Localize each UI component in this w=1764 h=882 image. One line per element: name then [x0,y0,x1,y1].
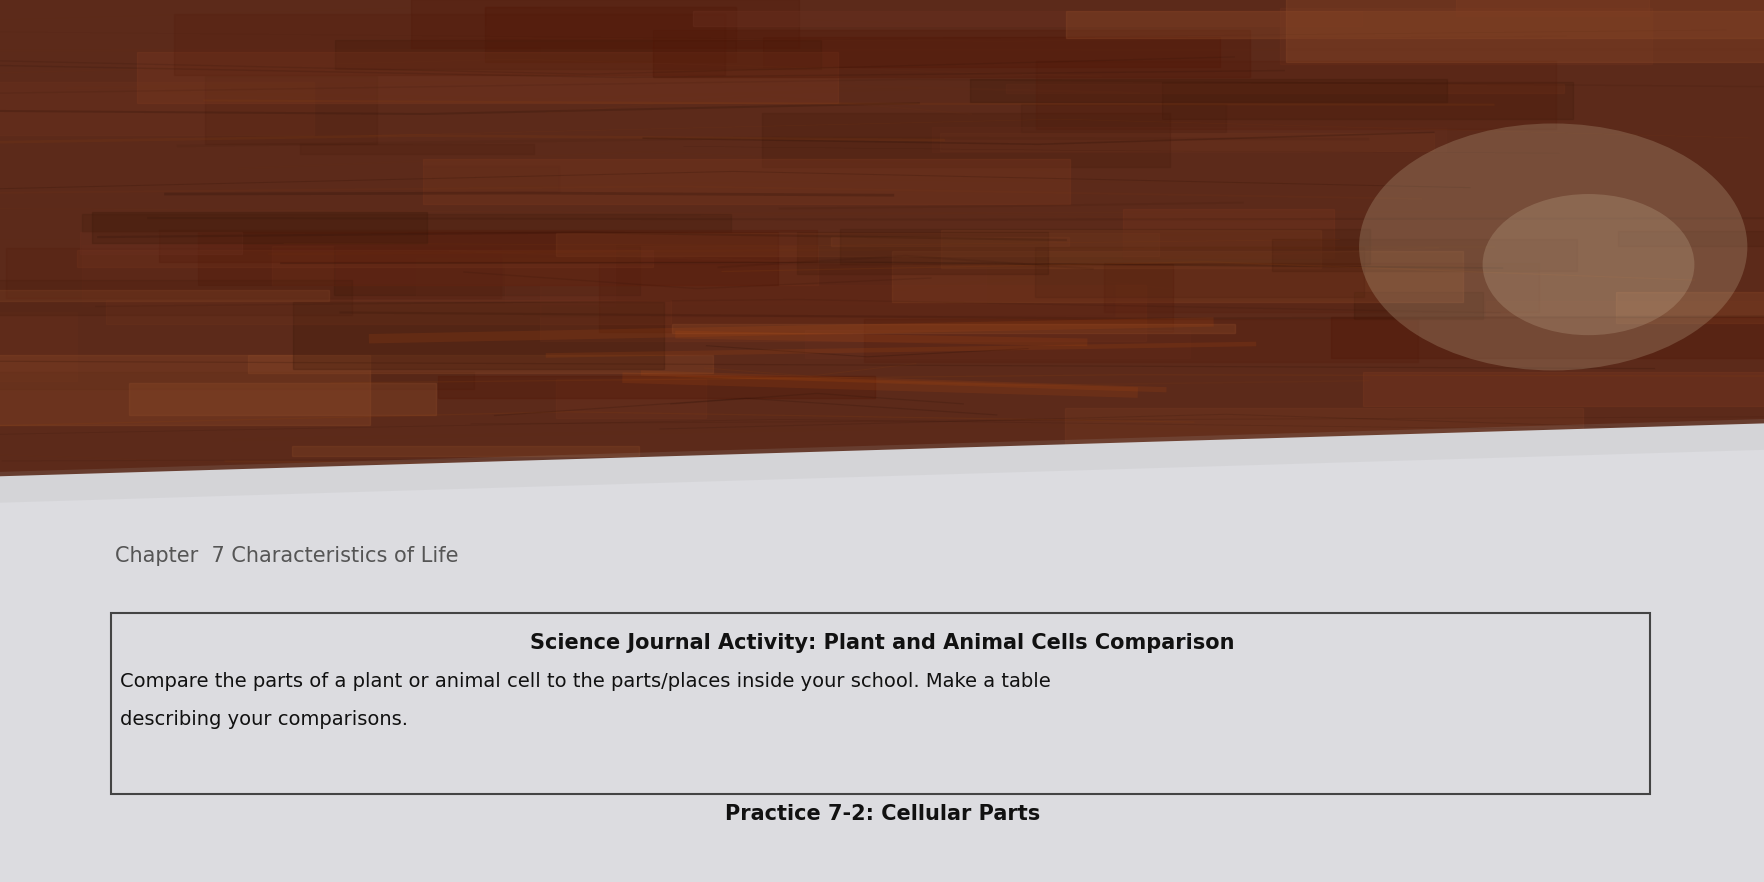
Bar [483,465,993,504]
Ellipse shape [1482,194,1693,335]
Bar [540,1,841,54]
Bar [1485,302,1764,318]
Bar [173,14,725,75]
Bar [672,325,1235,333]
Bar [0,290,328,302]
FancyBboxPatch shape [111,613,1649,794]
Bar [335,41,820,70]
Text: Science Journal Activity: Plant and Animal Cells Comparison: Science Journal Activity: Plant and Anim… [529,633,1235,654]
Bar [423,159,1069,205]
Bar [0,371,475,389]
Text: Practice 7-2: Cellular Parts: Practice 7-2: Cellular Parts [725,804,1039,825]
Bar [437,376,875,398]
Bar [411,0,799,48]
Bar [938,133,1432,151]
Bar [1362,372,1764,406]
Bar [1102,263,1538,311]
Bar [1286,0,1764,62]
Bar [1378,456,1471,488]
Bar [21,26,640,60]
Bar [416,258,1113,316]
Bar [1034,247,1364,296]
Bar [556,379,706,418]
Text: describing your comparisons.: describing your comparisons. [120,710,407,729]
Bar [540,285,1145,341]
Bar [931,127,1445,153]
Bar [1065,408,1582,472]
Bar [1065,11,1764,38]
Bar [92,212,427,243]
Bar [0,1,282,44]
Bar [840,229,1369,264]
Bar [831,236,1067,246]
Bar [891,251,1462,303]
Bar [1161,82,1572,119]
Bar [804,330,1189,358]
Bar [1353,293,1482,319]
Bar [249,355,713,373]
Bar [556,233,1159,256]
Text: Chapter  7 Characteristics of Life: Chapter 7 Characteristics of Life [115,546,459,565]
Bar [78,250,653,267]
Bar [1005,84,1563,93]
Bar [220,49,475,73]
Bar [1616,292,1764,323]
Text: Compare the parts of a plant or animal cell to the parts/places inside your scho: Compare the parts of a plant or animal c… [120,672,1050,691]
Bar [159,230,817,262]
Bar [5,248,501,297]
Bar [940,230,1321,268]
Bar [653,30,1249,77]
Bar [1021,104,1224,132]
Bar [1455,0,1648,16]
Bar [970,78,1446,102]
Bar [693,11,1362,26]
Bar [129,383,436,415]
Bar [81,232,242,254]
Bar [293,302,663,370]
Bar [81,214,730,232]
Polygon shape [0,419,1764,503]
Bar [1035,61,1554,129]
Bar [0,82,314,136]
Bar [505,263,984,303]
Bar [762,37,1219,67]
Bar [205,76,377,144]
Bar [1355,472,1764,485]
Bar [797,233,1048,273]
Bar [72,166,559,192]
Bar [83,245,614,306]
Bar [598,264,1171,332]
Bar [1065,445,1344,490]
Ellipse shape [1358,123,1746,370]
Bar [1104,451,1508,509]
Bar [0,355,370,425]
Bar [762,113,1170,168]
Bar [1279,8,1651,64]
Bar [863,319,1416,362]
Bar [291,446,639,456]
Bar [1618,231,1764,246]
Bar [333,245,640,295]
Bar [138,52,838,103]
Bar [300,144,533,153]
Bar [1330,318,1764,358]
Bar [1122,209,1334,258]
Bar [272,246,818,285]
Polygon shape [0,423,1764,882]
Bar [198,232,778,286]
Bar [1272,239,1577,271]
Bar [106,300,670,324]
Bar [0,311,78,381]
Bar [485,7,736,63]
Bar [0,280,353,315]
